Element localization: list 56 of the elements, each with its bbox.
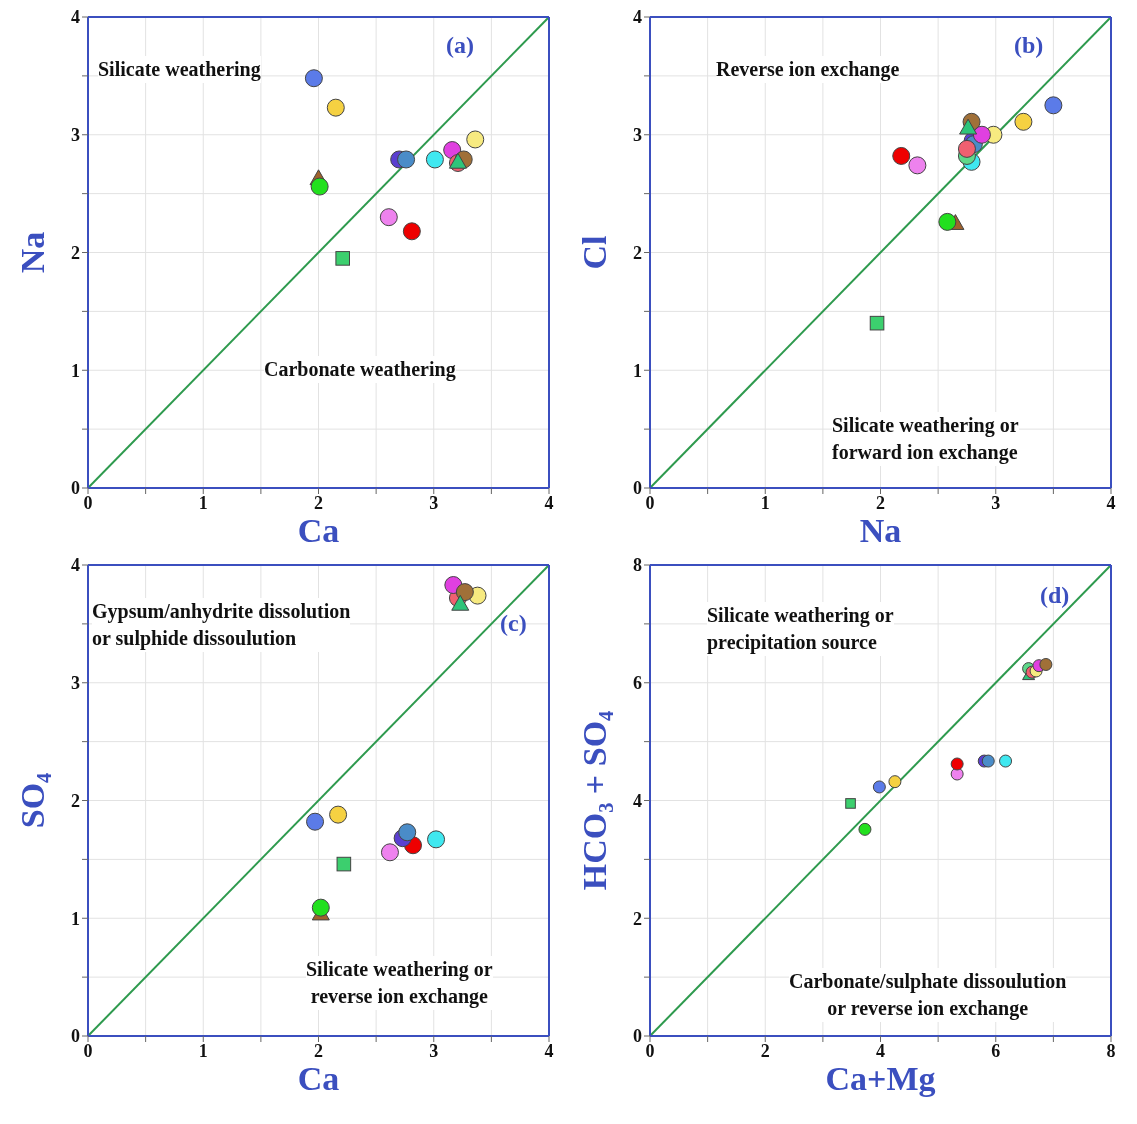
y-axis-title: Cl <box>576 235 614 270</box>
y-tick-label: 1 <box>633 360 642 381</box>
y-tick-label: 0 <box>633 478 642 499</box>
x-tick-label: 2 <box>876 492 885 513</box>
y-tick-label: 3 <box>633 125 642 146</box>
x-axis-title: Ca <box>297 1060 340 1097</box>
x-tick-label: 3 <box>991 492 1001 513</box>
annotation: Reverse ion exchange <box>716 56 900 83</box>
y-tick-label: 2 <box>71 790 80 811</box>
annotation: Gypsum/anhydrite dissolution or sulphide dissoulution <box>92 598 351 652</box>
x-tick-label: 2 <box>314 1040 323 1061</box>
y-tick-label: 3 <box>71 125 80 146</box>
annotation: Silicate weathering or reverse ion exchange <box>306 956 493 1010</box>
text: (d) <box>1040 582 1070 609</box>
x-tick-label: 3 <box>429 492 439 513</box>
y-tick-label: 0 <box>71 1026 80 1047</box>
text: (a) <box>446 32 474 59</box>
y-tick-label: 6 <box>633 673 642 694</box>
annotation: Carbonate weathering <box>264 356 456 383</box>
text: (b) <box>1014 32 1044 59</box>
x-tick-label: 1 <box>198 1040 208 1061</box>
y-tick-label: 0 <box>633 1026 642 1047</box>
x-tick-label: 4 <box>1106 492 1116 513</box>
x-axis-title: Ca <box>297 512 340 549</box>
x-tick-label: 4 <box>544 492 554 513</box>
y-axis-title: SO₄ <box>14 772 52 829</box>
y-tick-label: 4 <box>633 7 642 28</box>
y-tick-label: 2 <box>633 242 642 263</box>
annotation: Silicate weathering or forward ion exchange <box>832 412 1019 466</box>
x-tick-label: 2 <box>314 492 323 513</box>
y-tick-label: 1 <box>71 360 80 381</box>
y-tick-label: 8 <box>633 555 642 576</box>
y-tick-label: 2 <box>71 242 80 263</box>
x-tick-label: 1 <box>760 492 770 513</box>
y-axis-title: Na <box>14 231 52 274</box>
y-tick-label: 2 <box>633 908 642 929</box>
text: (c) <box>500 610 527 637</box>
x-tick-label: 4 <box>876 1040 885 1061</box>
y-tick-label: 0 <box>71 478 80 499</box>
x-tick-label: 4 <box>544 1040 554 1061</box>
y-tick-label: 3 <box>71 673 80 694</box>
y-tick-label: 4 <box>71 7 80 28</box>
x-tick-label: 6 <box>991 1040 1001 1061</box>
y-tick-label: 4 <box>633 790 642 811</box>
x-axis-title: Na <box>859 512 902 549</box>
x-tick-label: 3 <box>429 1040 439 1061</box>
y-tick-label: 1 <box>71 908 80 929</box>
x-tick-label: 1 <box>198 492 208 513</box>
annotation: Carbonate/sulphate dissoulution or reverse ion exchange <box>789 968 1067 1022</box>
x-axis-title: Ca+Mg <box>825 1060 936 1097</box>
annotation: Silicate weathering or precipitation source <box>707 602 894 656</box>
y-tick-label: 4 <box>71 555 80 576</box>
x-tick-label: 8 <box>1106 1040 1116 1061</box>
x-tick-label: 2 <box>760 1040 770 1061</box>
annotation: Silicate weathering <box>98 56 261 83</box>
y-axis-title: HCO₃ + SO₄ <box>576 710 614 891</box>
